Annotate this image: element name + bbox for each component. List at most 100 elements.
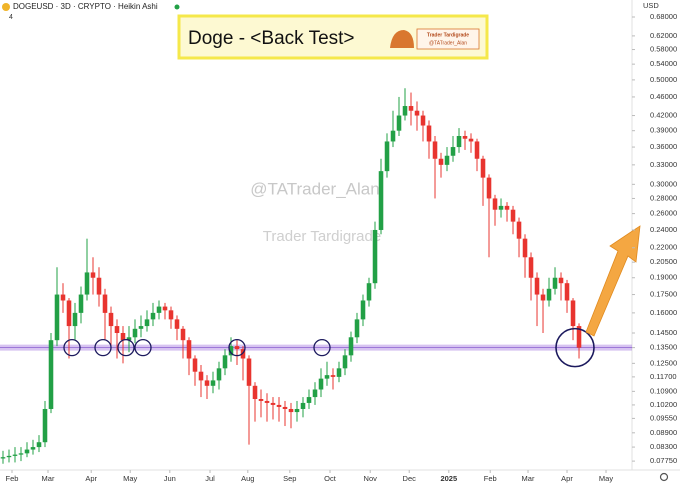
y-tick-label: 0.68000 xyxy=(650,12,677,21)
y-tick-label: 0.08900 xyxy=(650,428,677,437)
candle-body xyxy=(498,205,504,210)
y-tick-label: 0.11700 xyxy=(650,372,677,381)
candle-body xyxy=(300,402,306,409)
logo-text: Trader Tardigrade xyxy=(427,32,469,38)
y-tick-label: 0.20500 xyxy=(650,257,677,266)
x-tick-label: Feb xyxy=(6,474,19,483)
x-tick-label: Apr xyxy=(561,474,573,483)
y-tick-label: 0.58000 xyxy=(650,45,677,54)
gear-icon[interactable] xyxy=(659,472,669,482)
candle-body xyxy=(294,408,300,413)
candle-body xyxy=(288,408,294,413)
candle-body xyxy=(546,288,552,301)
candle-body xyxy=(552,277,558,289)
candle-body xyxy=(414,110,420,116)
x-tick-label: 2025 xyxy=(440,474,457,483)
y-tick-label: 0.30000 xyxy=(650,179,677,188)
candle-body xyxy=(48,340,54,409)
candle-body xyxy=(222,355,228,369)
y-tick-label: 0.07750 xyxy=(650,456,677,465)
candle-body xyxy=(210,380,216,386)
candle-body xyxy=(258,399,264,401)
candle-body xyxy=(276,404,282,407)
y-tick-label: 0.17500 xyxy=(650,290,677,299)
touch-circle xyxy=(555,327,595,368)
candle-body xyxy=(450,147,456,156)
y-tick-label: 0.10200 xyxy=(650,400,677,409)
candle-body xyxy=(564,283,570,301)
x-tick-label: Dec xyxy=(403,474,417,483)
candle-body xyxy=(372,229,378,284)
candle-body xyxy=(324,375,330,379)
candle-body xyxy=(270,402,276,405)
candle-body xyxy=(486,177,492,199)
plot-area xyxy=(0,88,641,464)
y-tick-label: 0.13500 xyxy=(650,343,677,352)
candle-body xyxy=(366,283,372,301)
logo-icon xyxy=(390,30,414,48)
candle-body xyxy=(108,312,114,327)
y-tick-label: 0.33000 xyxy=(650,160,677,169)
candle-body xyxy=(78,294,84,313)
candle-body xyxy=(84,272,90,295)
watermark: Trader Tardigrade xyxy=(263,228,381,245)
candle-body xyxy=(102,294,108,313)
candle-body xyxy=(198,371,204,381)
y-tick-label: 0.24000 xyxy=(650,225,677,234)
x-tick-label: Sep xyxy=(283,474,296,483)
touch-circle xyxy=(117,338,135,357)
candle-body xyxy=(330,375,336,377)
x-tick-label: Mar xyxy=(42,474,55,483)
candle-body xyxy=(528,257,534,278)
candle-body xyxy=(156,306,162,313)
candle-body xyxy=(162,306,168,311)
candle-body xyxy=(480,158,486,178)
candle-body xyxy=(168,310,174,320)
y-tick-label: 0.36000 xyxy=(650,142,677,151)
candle-body xyxy=(576,326,582,348)
annotation-title: Doge - <Back Test> xyxy=(188,28,355,49)
candle-body xyxy=(444,155,450,165)
y-tick-label: 0.39000 xyxy=(650,126,677,135)
y-tick-label: 0.62000 xyxy=(650,31,677,40)
y-tick-label: 0.12500 xyxy=(650,358,677,367)
touch-circle xyxy=(63,338,81,357)
candle-body xyxy=(306,397,312,403)
candle-body xyxy=(432,141,438,159)
candle-body xyxy=(30,447,36,450)
y-tick-label: 0.26000 xyxy=(650,209,677,218)
candle-body xyxy=(336,368,342,377)
candle-body xyxy=(510,209,516,222)
candle-body xyxy=(180,328,186,341)
candle-body xyxy=(540,294,546,301)
candle-body xyxy=(192,358,198,372)
candle-body xyxy=(558,277,564,284)
candle-body xyxy=(354,319,360,338)
y-tick-label: 0.10900 xyxy=(650,386,677,395)
candle-body xyxy=(132,328,138,338)
touch-circle xyxy=(228,338,246,357)
candle-body xyxy=(468,138,474,142)
watermark: @TATrader_Alan xyxy=(250,179,379,198)
candle-body xyxy=(246,358,252,386)
candle-body xyxy=(150,312,156,320)
candle-body xyxy=(342,355,348,369)
y-tick-label: 0.16000 xyxy=(650,308,677,317)
y-tick-label: 0.09550 xyxy=(650,413,677,422)
candle-body xyxy=(114,326,120,334)
touch-circle xyxy=(94,338,112,357)
candle-body xyxy=(252,385,258,400)
candle-body xyxy=(396,115,402,131)
candle-body xyxy=(0,457,6,459)
touch-circle xyxy=(134,338,152,357)
candle-body xyxy=(90,272,96,278)
x-tick-label: Jun xyxy=(164,474,176,483)
candle-body xyxy=(462,136,468,139)
candle-body xyxy=(570,300,576,327)
x-tick-label: Oct xyxy=(324,474,337,483)
candle-body xyxy=(36,442,42,448)
indicator-badge: 4 xyxy=(9,14,13,21)
candle-body xyxy=(456,136,462,148)
